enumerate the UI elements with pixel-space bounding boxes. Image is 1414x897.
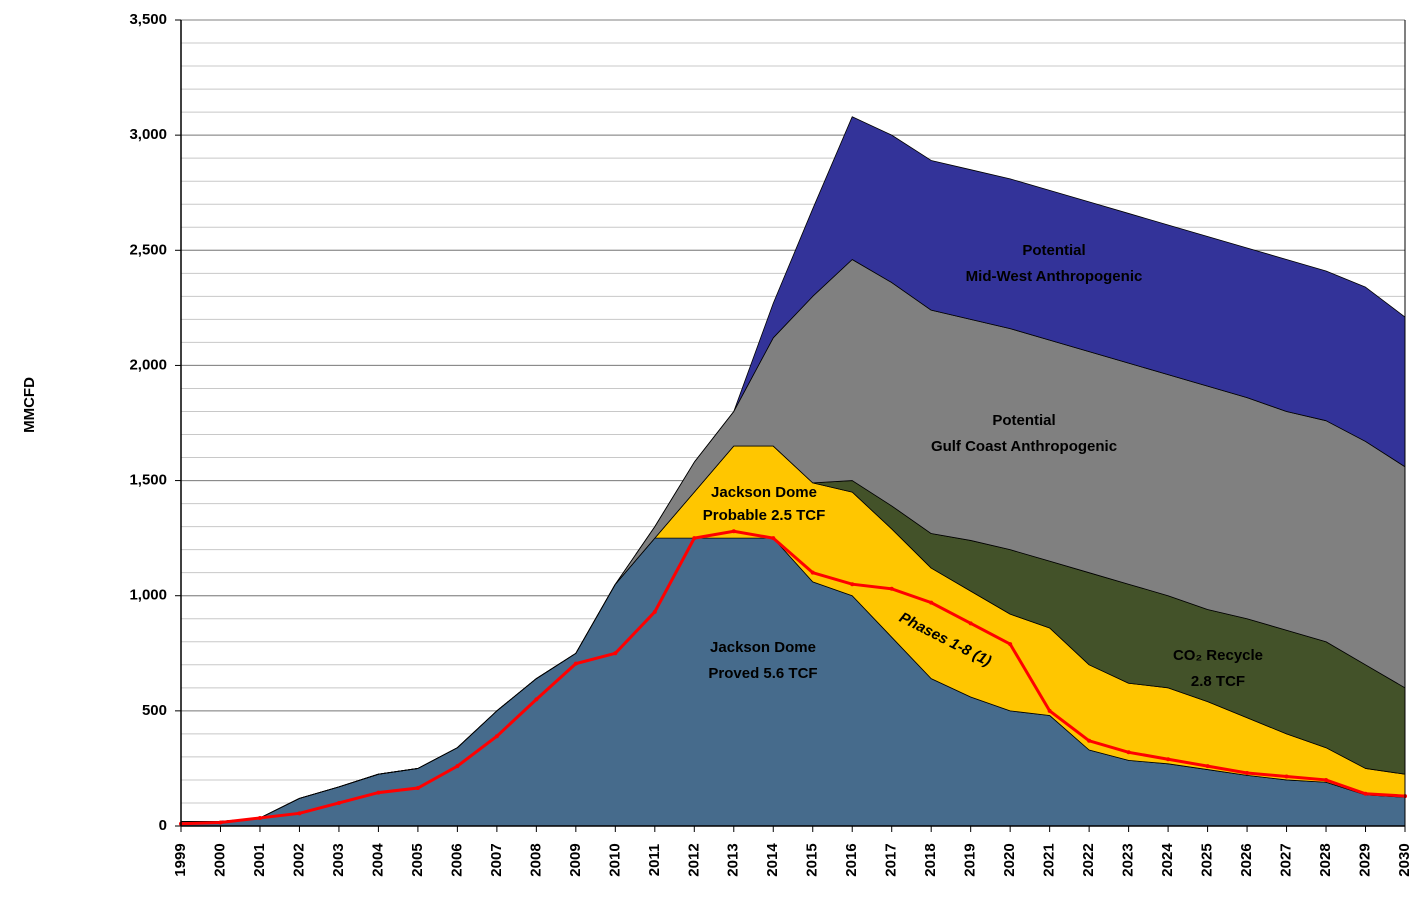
x-tick-label: 2010 [606, 843, 623, 876]
line-point [257, 815, 262, 820]
x-tick-label: 2023 [1120, 843, 1137, 876]
x-tick-label: 2015 [804, 843, 821, 876]
line-point [455, 764, 460, 769]
series-label: Probable 2.5 TCF [703, 507, 826, 524]
x-tick-label: 2027 [1278, 843, 1295, 876]
series-label: Proved 5.6 TCF [708, 665, 817, 682]
line-point [218, 820, 223, 825]
y-tick-label: 2,500 [129, 241, 167, 258]
y-tick-label: 3,000 [129, 126, 167, 143]
y-axis-label: MMCFD [21, 377, 38, 433]
line-point [850, 582, 855, 587]
x-tick-label: 2016 [843, 843, 860, 876]
x-tick-label: 2030 [1396, 843, 1413, 876]
line-point [1166, 757, 1171, 762]
x-tick-label: 2011 [646, 844, 663, 877]
x-tick-label: 2004 [369, 843, 386, 877]
series-label: Mid-West Anthropogenic [966, 268, 1143, 285]
y-tick-label: 2,000 [129, 356, 167, 373]
x-tick-label: 2022 [1080, 843, 1097, 876]
line-point [652, 609, 657, 614]
x-tick-label: 2002 [290, 843, 307, 876]
x-tick-label: 2003 [330, 843, 347, 876]
y-tick-label: 1,000 [129, 587, 167, 604]
line-point [1126, 750, 1131, 755]
line-point [810, 570, 815, 575]
x-tick-label: 2021 [1041, 843, 1058, 876]
line-point [1087, 738, 1092, 743]
x-tick-label: 1999 [172, 843, 189, 876]
series-label: 2.8 TCF [1191, 673, 1245, 690]
y-tick-label: 3,500 [129, 11, 167, 28]
x-tick-label: 2020 [1001, 843, 1018, 876]
y-tick-label: 500 [142, 702, 167, 719]
x-tick-label: 2018 [922, 843, 939, 876]
series-label: Gulf Coast Anthropogenic [931, 438, 1117, 455]
x-tick-label: 2024 [1159, 843, 1176, 877]
line-point [1047, 708, 1052, 713]
x-tick-label: 2007 [488, 843, 505, 876]
x-tick-label: 2028 [1317, 843, 1334, 876]
line-point [731, 529, 736, 534]
x-tick-label: 2026 [1238, 843, 1255, 876]
line-point [613, 651, 618, 656]
x-tick-label: 2014 [764, 843, 781, 877]
line-point [692, 536, 697, 541]
line-point [968, 621, 973, 626]
line-point [494, 734, 499, 739]
line-point [1205, 764, 1210, 769]
line-point [1245, 771, 1250, 776]
x-tick-label: 2000 [211, 843, 228, 876]
series-label: Jackson Dome [711, 484, 817, 501]
line-point [1363, 791, 1368, 796]
series-label: Potential [992, 412, 1055, 429]
line-point [336, 800, 341, 805]
line-point [376, 790, 381, 795]
x-tick-label: 2009 [567, 843, 584, 876]
line-point [1008, 642, 1013, 647]
x-tick-label: 2013 [725, 843, 742, 876]
line-point [1324, 777, 1329, 782]
x-tick-label: 2029 [1356, 843, 1373, 876]
x-tick-label: 2005 [409, 843, 426, 876]
series-label: Jackson Dome [710, 639, 816, 656]
line-point [415, 786, 420, 791]
x-tick-label: 2012 [685, 843, 702, 876]
line-point [573, 661, 578, 666]
x-tick-label: 2008 [527, 843, 544, 876]
line-point [534, 697, 539, 702]
line-point [929, 600, 934, 605]
y-tick-label: 1,500 [129, 472, 167, 489]
x-tick-label: 2019 [962, 843, 979, 876]
x-tick-label: 2006 [448, 843, 465, 876]
line [180, 529, 1406, 826]
x-tick-label: 2025 [1199, 843, 1216, 876]
series-label: Potential [1022, 242, 1085, 259]
line-point [771, 536, 776, 541]
series-label: CO₂ Recycle [1173, 647, 1263, 664]
x-tick-label: 2017 [883, 843, 900, 876]
y-tick-label: 0 [159, 817, 167, 834]
line-point [297, 811, 302, 816]
line-point [889, 586, 894, 591]
line-point [1284, 774, 1289, 779]
x-tick-label: 2001 [251, 843, 268, 876]
